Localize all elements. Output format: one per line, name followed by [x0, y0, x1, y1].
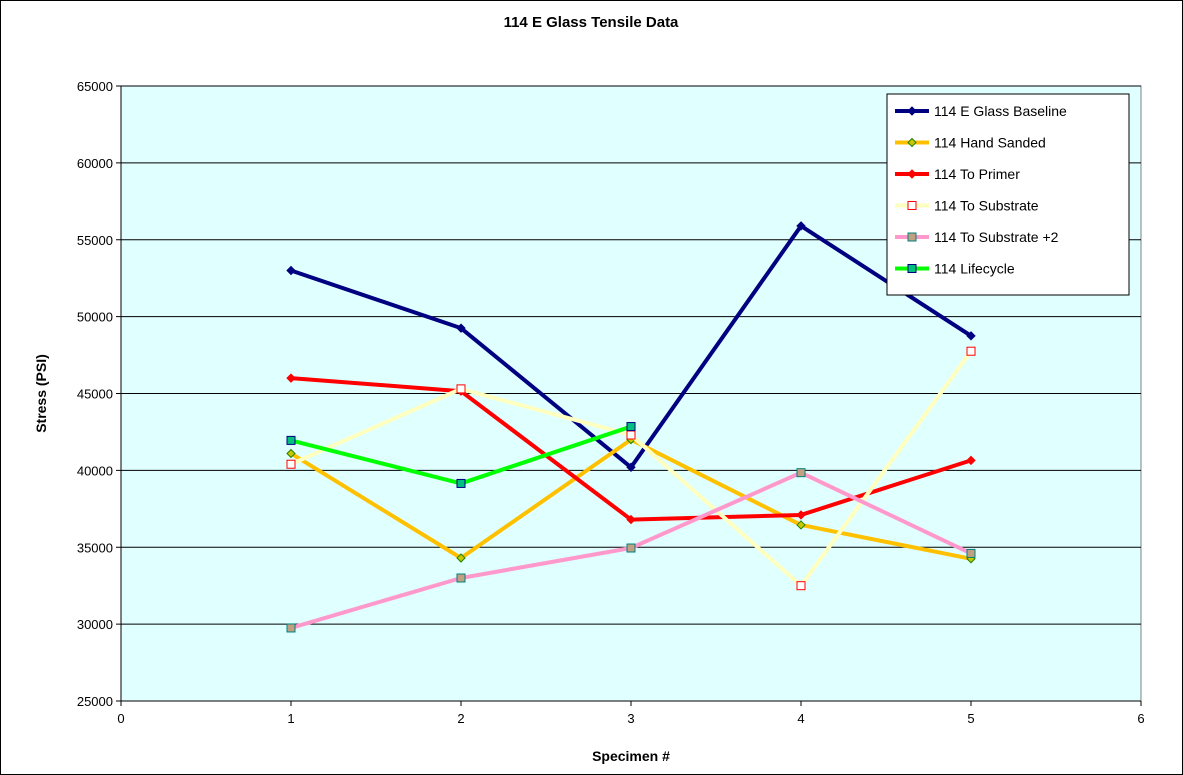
x-tick-label: 3	[627, 711, 634, 726]
data-point	[626, 430, 636, 440]
data-point	[456, 478, 466, 488]
series	[286, 221, 976, 473]
legend: 114 E Glass Baseline 114 Hand Sanded 114 T…	[886, 93, 1130, 296]
data-point	[286, 435, 296, 445]
data-point	[286, 459, 296, 469]
legend-label: 114 To Substrate +2	[934, 229, 1059, 245]
data-point	[286, 448, 296, 459]
data-point	[456, 573, 466, 583]
y-tick-label: 50000	[77, 310, 113, 325]
data-point	[626, 462, 636, 473]
data-point	[286, 265, 296, 276]
series	[286, 373, 976, 525]
y-tick-label: 30000	[77, 617, 113, 632]
data-point	[796, 468, 806, 478]
y-tick-label: 65000	[77, 79, 113, 94]
series	[286, 422, 636, 488]
x-tick-label: 0	[117, 711, 124, 726]
legend-marker	[907, 137, 917, 148]
legend-label: 114 Lifecycle	[934, 261, 1015, 277]
legend-marker	[907, 106, 917, 116]
series	[286, 468, 976, 633]
legend-item: 114 To Substrate	[895, 198, 1039, 214]
y-axis-title: Stress (PSI)	[33, 354, 49, 433]
data-point	[456, 323, 466, 333]
x-tick-label: 2	[457, 711, 464, 726]
legend-item: 114 E Glass Baseline	[895, 103, 1067, 119]
data-point	[626, 543, 636, 553]
data-point	[966, 346, 976, 356]
series	[286, 346, 976, 591]
x-tick-label: 4	[797, 711, 804, 726]
legend-label: 114 E Glass Baseline	[934, 103, 1067, 119]
series-layer	[286, 221, 976, 633]
y-tick-label: 25000	[77, 694, 113, 709]
data-point	[796, 520, 806, 530]
legend-marker	[907, 232, 917, 242]
y-tick-label: 55000	[77, 233, 113, 248]
y-tick-label: 40000	[77, 463, 113, 478]
legend-item: 114 Lifecycle	[895, 261, 1015, 277]
legend-item: 114 To Substrate +2	[895, 229, 1059, 245]
data-point	[966, 455, 976, 466]
data-point	[966, 331, 976, 341]
x-tick-label: 1	[287, 711, 294, 726]
legend-item: 114 Hand Sanded	[895, 135, 1046, 151]
legend-label: 114 Hand Sanded	[934, 135, 1046, 151]
data-point	[456, 384, 466, 394]
legend-label: 114 To Substrate	[934, 198, 1039, 214]
x-tick-label: 6	[1137, 711, 1144, 726]
legend-item: 114 To Primer	[895, 166, 1020, 182]
data-point	[796, 221, 806, 231]
data-point	[626, 422, 636, 432]
data-point	[286, 623, 296, 633]
legend-marker	[907, 169, 917, 179]
legend-marker	[907, 201, 917, 210]
y-tick-label: 60000	[77, 156, 113, 171]
legend-label: 114 To Primer	[934, 166, 1020, 182]
data-point	[456, 553, 466, 563]
x-axis-title: Specimen #	[592, 748, 670, 764]
axes: 25000 30000 35000 40000 45000 50000 55000 60000…	[77, 79, 1145, 726]
legend-box	[886, 93, 1130, 296]
x-tick-label: 5	[967, 711, 974, 726]
data-point	[966, 548, 976, 558]
legend-marker	[907, 264, 917, 273]
y-tick-label: 35000	[77, 540, 113, 555]
y-tick-label: 45000	[77, 387, 113, 402]
data-point	[286, 373, 296, 383]
data-point	[626, 514, 636, 525]
data-point	[796, 510, 806, 520]
data-point	[796, 581, 806, 591]
chart-title: 114 E Glass Tensile Data	[504, 14, 679, 31]
